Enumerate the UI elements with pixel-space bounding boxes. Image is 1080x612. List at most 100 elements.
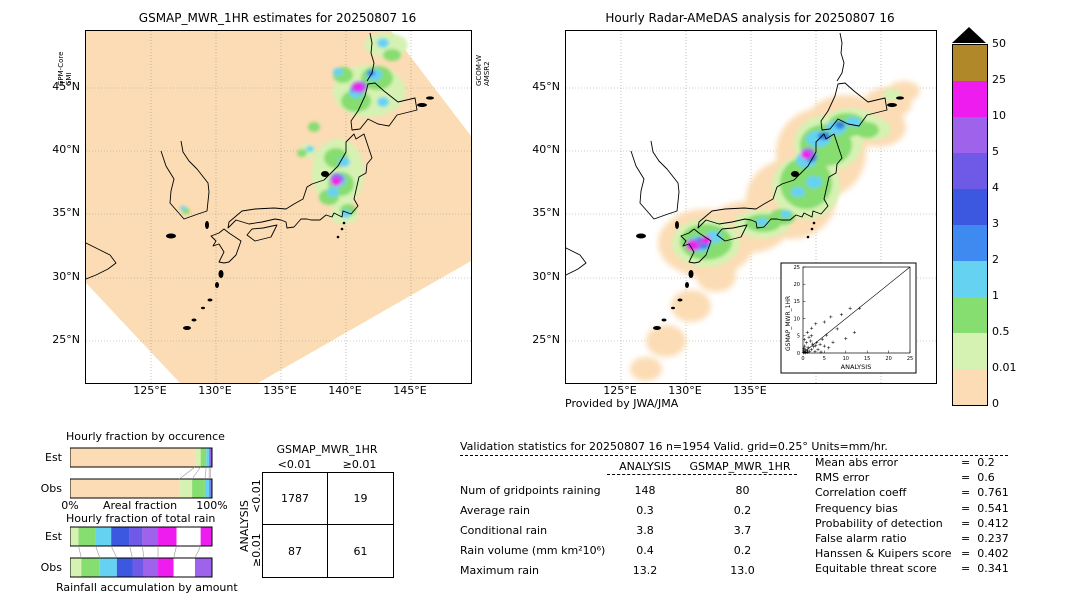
svg-text:25: 25 [794, 265, 800, 271]
left-map-lat-tick: 35°N [52, 206, 80, 219]
svg-text:20: 20 [885, 356, 891, 362]
svg-text:10: 10 [843, 356, 849, 362]
stat-analysis-value: 0.3 [636, 504, 654, 517]
svg-text:0: 0 [797, 351, 800, 357]
svg-text:ANALYSIS: ANALYSIS [841, 363, 872, 371]
fraction-bars [70, 447, 213, 578]
svg-text:25: 25 [907, 356, 913, 362]
axis-title: Areal fraction [102, 499, 178, 512]
summary-stat-label: RMS error [815, 471, 870, 485]
summary-stat-value: 0.761 [977, 486, 1009, 500]
validation-col-gsmap: GSMAP_MWR_1HR [689, 460, 791, 473]
summary-stat-equals: = [961, 562, 971, 575]
svg-text:GSMAP_MWR_1HR: GSMAP_MWR_1HR [785, 296, 792, 351]
colorbar-tick-label: 10 [992, 109, 1006, 122]
occurrence-title: Hourly fraction by occurence [66, 430, 225, 443]
stat-label: Num of gridpoints raining [460, 484, 601, 497]
stat-gsmap-value: 80 [735, 484, 750, 497]
colorbar-band [953, 153, 987, 189]
map-credit: Provided by JWA/JMA [565, 397, 679, 410]
stat-gsmap-value: 0.2 [733, 544, 752, 557]
colorbar-band [953, 297, 987, 333]
svg-text:10: 10 [794, 316, 800, 322]
stat-gsmap-value: 0.2 [733, 504, 752, 517]
left-map-lon-tick: 135°E [263, 384, 297, 397]
left-map-lon-tick: 130°E [198, 384, 232, 397]
right-map-lat-tick: 30°N [532, 270, 560, 283]
contingency-cell-hit: 61 [353, 544, 368, 558]
colorbar-tick-label: 2 [992, 253, 999, 266]
summary-stat-value: 0.402 [977, 546, 1009, 560]
colorbar-band [953, 333, 987, 369]
stat-analysis-value: 13.2 [632, 564, 658, 577]
summary-stat-value: 0.237 [977, 531, 1009, 545]
summary-stat-row: Frequency bias = 0.541 [815, 502, 1009, 517]
colorbar-tick-label: 5 [992, 145, 999, 158]
stat-analysis-value: 3.8 [636, 524, 654, 537]
left-map [85, 30, 472, 384]
colorbar-band [953, 369, 987, 405]
summary-stat-label: Equitable threat score [815, 562, 937, 575]
stat-row: Conditional rain 3.8 3.7 [460, 524, 805, 542]
summary-stat-row: Equitable threat score = 0.341 [815, 562, 1009, 577]
axis-max-label: 100% [196, 499, 228, 512]
right-map-title: Hourly Radar-AMeDAS analysis for 2025080… [605, 11, 895, 25]
left-map-lon-tick: 140°E [328, 384, 362, 397]
left-map-lat-tick: 40°N [52, 143, 80, 156]
left-map-lat-tick: 30°N [52, 270, 80, 283]
validation-col-analysis: ANALYSIS [619, 460, 671, 473]
summary-stat-equals: = [961, 516, 971, 530]
summary-stat-label: Frequency bias [815, 501, 898, 515]
bar-row-label: Obs [40, 561, 62, 574]
total-rain-title: Hourly fraction of total rain [66, 512, 216, 525]
colorbar-band [953, 45, 987, 81]
right-map-lat-tick: 40°N [532, 143, 560, 156]
svg-text:15: 15 [864, 356, 870, 362]
summary-stat-row: Hanssen & Kuipers score = 0.402 [815, 547, 1009, 562]
right-map-lat-tick: 45°N [532, 80, 560, 93]
validation-rows: Num of gridpoints raining 148 80 Average ra… [460, 484, 805, 594]
stat-row: Average rain 0.3 0.2 [460, 504, 805, 522]
summary-stat-row: Mean abs error = 0.2 [815, 456, 995, 471]
colorbar-tick-label: 0.01 [992, 361, 1017, 374]
bar-row-label: Est [45, 451, 62, 464]
summary-stat-row: False alarm ratio = 0.237 [815, 532, 1009, 547]
left-map-lon-tick: 145°E [393, 384, 427, 397]
left-map-lon-tick: 125°E [133, 384, 167, 397]
stat-gsmap-value: 13.0 [730, 564, 755, 577]
svg-text:15: 15 [794, 299, 800, 305]
right-map-lon-tick: 130°E [668, 384, 702, 397]
summary-stat-equals: = [961, 546, 971, 560]
stat-label: Conditional rain [460, 524, 548, 537]
stat-analysis-value: 0.4 [636, 544, 654, 557]
precipitation-field [180, 33, 408, 224]
left-map-canvas [85, 30, 472, 384]
stat-row: Maximum rain 13.2 13.0 [460, 564, 805, 582]
colorbar-band [953, 117, 987, 153]
colorbar-tick-label: 3 [992, 217, 999, 230]
bar-row-label: Obs [40, 482, 62, 495]
contingency-cell-miss: 87 [263, 525, 328, 577]
colorbar-overflow-triangle [952, 27, 986, 43]
contingency-col-label-lt: <0.01 [277, 458, 312, 471]
summary-stat-row: RMS error = 0.6 [815, 471, 995, 486]
summary-stat-equals: = [961, 486, 971, 500]
summary-stat-row: Probability of detection = 0.412 [815, 517, 1009, 532]
right-map: 0 5 10 15 20 25 0 5 10 15 20 25 ANALYSIS GSMAP_MWR_1H… [565, 30, 937, 384]
svg-text:0: 0 [801, 356, 804, 362]
stat-row: Num of gridpoints raining 148 80 [460, 484, 805, 502]
colorbar-labels: 50 25 10 5 4 3 2 1 0.5 0.01 0 [992, 37, 1032, 410]
contingency-table: 1787 19 87 61 [262, 472, 394, 578]
summary-stat-value: 0.6 [977, 471, 995, 485]
summary-stat-label: Mean abs error [815, 456, 899, 469]
validation-header-underline [607, 459, 797, 475]
stat-label: Average rain [460, 504, 530, 517]
colorbar-band [953, 261, 987, 297]
svg-text:5: 5 [823, 356, 826, 362]
total-rain-caption: Rainfall accumulation by amount [56, 581, 238, 594]
right-map-canvas: 0 5 10 15 20 25 0 5 10 15 20 25 ANALYSIS GSMAP_MWR_1H… [565, 30, 937, 384]
summary-stat-equals: = [961, 471, 971, 485]
colorbar-band [953, 225, 987, 261]
contingency-title: GSMAP_MWR_1HR [276, 443, 378, 456]
